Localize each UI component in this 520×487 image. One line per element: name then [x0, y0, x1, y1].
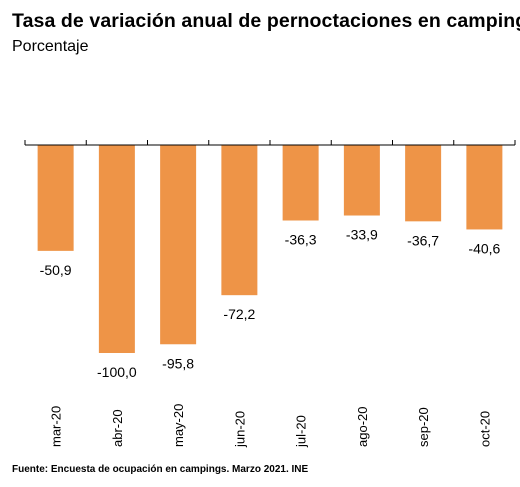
data-label-abr-20: -100,0 — [97, 364, 137, 380]
data-label-mar-20: -50,9 — [40, 262, 72, 278]
chart-subtitle: Porcentaje — [12, 38, 89, 55]
bar-ago-20 — [343, 145, 380, 216]
chart-title: Tasa de variación anual de pernoctacione… — [12, 10, 520, 32]
x-tick-label-mar-20: mar-20 — [49, 406, 64, 447]
x-tick-label-jul-20: jul-20 — [294, 415, 309, 448]
bar-sep-20 — [405, 145, 442, 222]
bar-abr-20 — [98, 145, 135, 353]
data-label-oct-20: -40,6 — [468, 240, 500, 256]
data-label-ago-20: -33,9 — [346, 227, 378, 243]
bar-jul-20 — [282, 145, 319, 221]
data-label-jun-20: -72,2 — [223, 306, 255, 322]
data-label-may-20: -95,8 — [162, 355, 194, 371]
x-tick-label-abr-20: abr-20 — [110, 409, 125, 447]
x-tick-label-may-20: may-20 — [171, 404, 186, 447]
data-label-jul-20: -36,3 — [285, 232, 317, 248]
source-note: Fuente: Encuesta de ocupación en camping… — [12, 464, 309, 475]
bar-may-20 — [160, 145, 197, 345]
bar-oct-20 — [466, 145, 503, 230]
x-tick-label-jun-20: jun-20 — [232, 411, 247, 448]
x-tick-label-sep-20: sep-20 — [416, 407, 431, 447]
x-tick-label-oct-20: oct-20 — [477, 411, 492, 447]
bar-mar-20 — [37, 145, 74, 251]
x-tick-label-ago-20: ago-20 — [355, 407, 370, 447]
data-label-sep-20: -36,7 — [407, 232, 439, 248]
bar-jun-20 — [221, 145, 258, 296]
